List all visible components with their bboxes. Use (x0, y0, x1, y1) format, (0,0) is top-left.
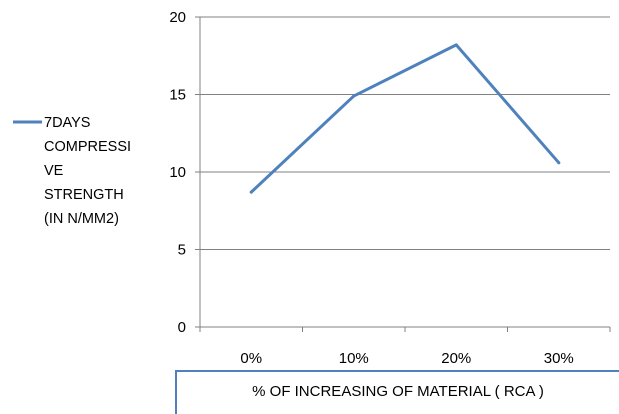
data-point (454, 43, 458, 47)
data-point (249, 190, 253, 194)
x-tick-label: 30% (544, 350, 574, 367)
legend-label-line: COMPRESSI (44, 139, 131, 155)
y-tick-label: 0 (178, 319, 186, 336)
legend: 7DAYS COMPRESSI VE STRENGTH (IN N/MM2) (13, 115, 131, 227)
x-axis-title-box: % OF INCREASING OF MATERIAL ( RCA ) (175, 370, 619, 414)
data-point (557, 161, 561, 165)
gridlines (200, 16, 610, 328)
x-tick-label: 0% (240, 350, 262, 367)
legend-label-line: STRENGTH (44, 187, 124, 203)
x-tick-label: 20% (441, 350, 471, 367)
x-axis-title-border (175, 370, 619, 414)
legend-label-line: (IN N/MM2) (44, 211, 119, 227)
x-tick-label: 10% (339, 350, 369, 367)
y-tick-label: 5 (178, 242, 186, 259)
series-line (249, 43, 561, 194)
x-axis-title: % OF INCREASING OF MATERIAL ( RCA ) (252, 383, 544, 400)
series-group (249, 43, 561, 194)
y-tick-label: 20 (169, 9, 186, 26)
y-tick-label: 10 (169, 164, 186, 181)
y-tick-label: 15 (169, 87, 186, 104)
x-axis-ticks: 0% 10% 20% 30% (199, 327, 611, 367)
legend-label-line: 7DAYS (44, 115, 90, 131)
y-axis-ticks: 0 5 10 15 20 (169, 9, 200, 336)
data-point (352, 94, 356, 98)
legend-label-line: VE (44, 163, 64, 179)
